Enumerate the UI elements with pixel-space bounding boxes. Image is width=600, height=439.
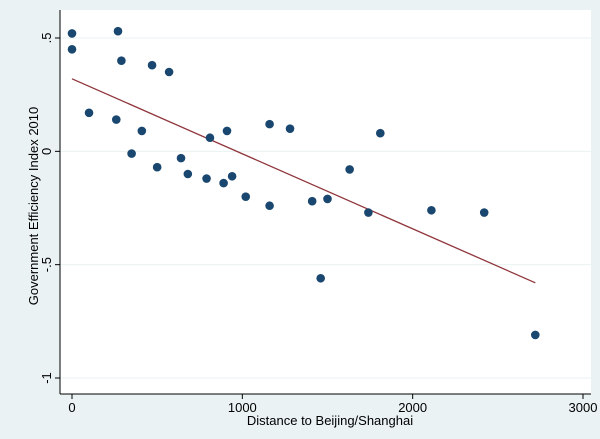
data-point [137, 126, 147, 136]
x-tick-label: 3000 [569, 400, 598, 415]
data-point [152, 162, 162, 172]
data-point [285, 124, 295, 133]
y-axis-title: Government Efficiency Index 2010 [26, 107, 41, 306]
data-point [479, 208, 489, 217]
data-point [219, 178, 228, 188]
data-point [307, 196, 317, 206]
data-point [205, 133, 215, 143]
data-point [67, 29, 77, 38]
x-tick-label: 0 [68, 400, 75, 415]
data-point [364, 208, 373, 217]
grid-lines [60, 37, 591, 379]
data-point [316, 273, 325, 283]
y-tick-label: .5 [39, 33, 54, 44]
data-points [67, 26, 540, 340]
y-tick-label: -.5 [39, 257, 54, 272]
data-point [113, 26, 123, 36]
data-point [227, 171, 237, 181]
data-point [84, 108, 94, 118]
fit-line-group [71, 78, 536, 284]
x-axis-title: Distance to Beijing/Shanghai [247, 413, 413, 428]
axes [59, 10, 591, 395]
x-tick-label: 1000 [228, 400, 257, 415]
data-point [176, 153, 186, 163]
data-point [323, 194, 332, 204]
x-axis-ticks: 0 1000 2000 3000 [68, 394, 597, 415]
data-point [427, 205, 436, 215]
data-point [241, 192, 251, 201]
data-point [222, 126, 232, 136]
data-point [183, 169, 193, 179]
data-point [265, 201, 274, 211]
data-point [127, 149, 136, 158]
data-point [202, 174, 211, 183]
data-point [147, 60, 157, 70]
data-point [164, 67, 174, 77]
fit-line [71, 78, 536, 284]
data-point [345, 165, 354, 174]
x-tick-label: 2000 [398, 400, 427, 415]
data-point [117, 56, 126, 65]
y-tick-label: 0 [39, 148, 54, 155]
y-tick-label: -1 [39, 372, 54, 384]
y-axis-ticks: .5 0 -.5 -1 [39, 33, 60, 384]
data-point [111, 115, 121, 124]
data-point [67, 45, 77, 54]
data-point [376, 128, 385, 138]
data-point [531, 330, 540, 340]
data-point [265, 119, 274, 129]
